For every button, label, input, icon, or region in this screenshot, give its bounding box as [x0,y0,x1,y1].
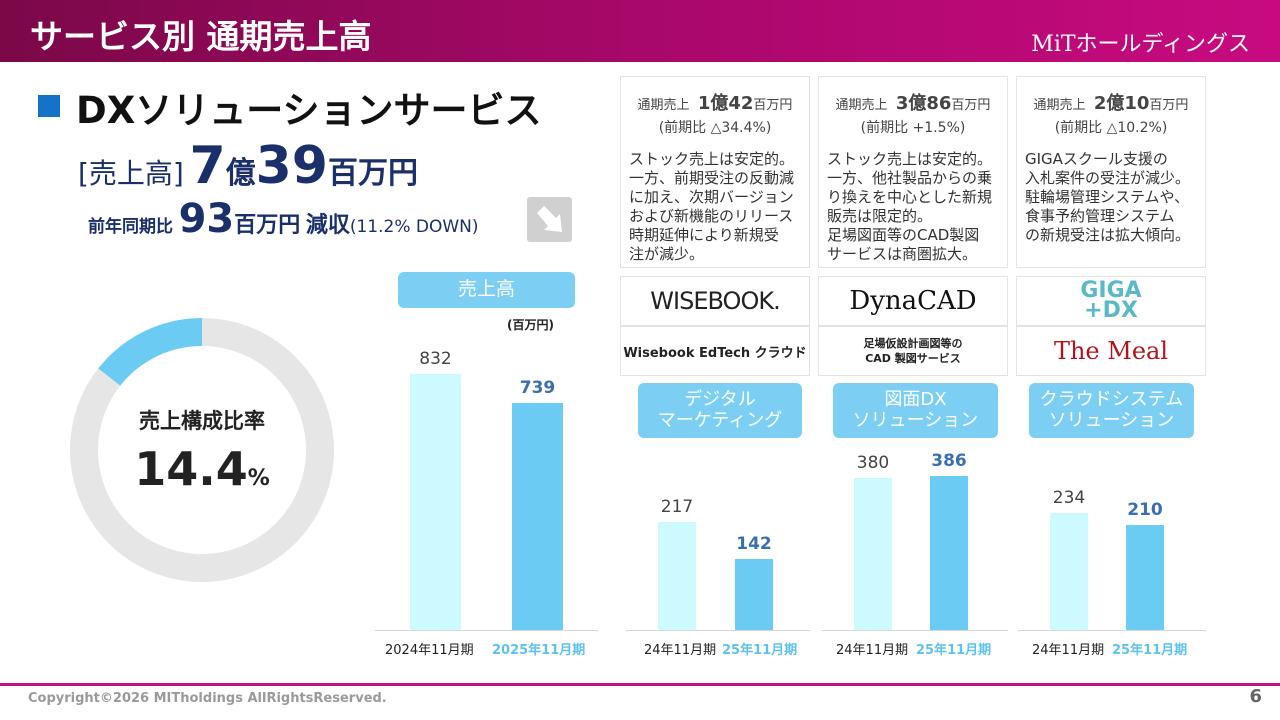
card-body: ストック売上は安定的。 一方、前期受注の反動減 に加え、次期バージョン および新… [629,150,795,263]
card-head-man: 86 [926,93,952,114]
chart-title-sales: 売上高 [398,272,575,308]
yoy-value: 93 [178,196,235,242]
x-axis [1018,630,1206,631]
card-heading: 通期売上 3億86百万円 (前期比 +1.5%) [819,93,1007,140]
card-heading: 通期売上 1億42百万円 (前期比 △34.4%) [621,93,809,140]
value-label: 142 [736,534,772,554]
composition-donut-chart [70,318,334,582]
card-head-yoy: (前期比 △10.2%) [1054,120,1168,136]
donut-label: 売上構成比率 [139,409,265,433]
arrow-down-right-icon [527,197,572,242]
header-bar [0,0,1280,62]
value-label: 832 [419,348,452,369]
card-head-man: 42 [728,93,754,114]
sales-unit: 百万円 [328,156,418,191]
company-logo: MiTホールディングス [1031,32,1250,57]
x-tick-label: 25年11月期 [722,643,798,658]
bar [410,373,461,630]
donut-slice [98,318,202,386]
card-head-oku: 1億 [697,93,729,114]
sales-label: [売上高] [78,157,184,190]
yoy-unit: 百万円 [234,213,301,238]
card-head-label: 通期売上 [637,98,690,113]
card-head-unit: 百万円 [1149,98,1189,113]
oku-unit: 億 [225,156,256,191]
card-head-label: 通期売上 [1033,98,1086,113]
product-name: The Meal [1016,326,1206,376]
footer-line [0,683,1280,686]
product-name: 足場仮設計画図等の CAD 製図サービス [818,326,1008,376]
section-title: DXソリューションサービス [76,89,542,132]
sales-oku: 7 [189,136,226,196]
product-logo: WISEBOOK. [620,276,810,326]
sales-total: [売上高] 7億39百万円 [78,136,418,196]
x-axis [375,630,598,631]
chart-title: クラウドシステム ソリューション [1029,383,1194,438]
value-label: 380 [856,453,890,473]
bar [930,475,968,630]
x-tick-label: 24年11月期 [1032,643,1105,658]
card-head-unit: 百万円 [753,98,793,113]
sales-man: 39 [255,136,328,196]
value-label: 386 [931,450,967,471]
x-tick-label: 25年11月期 [1112,643,1188,658]
card-head-yoy: (前期比 +1.5%) [860,120,966,136]
value-label: 210 [1127,500,1163,520]
donut-value: 14.4% [102,442,302,496]
summary-card: 通期売上 1億42百万円 (前期比 △34.4%) ストック売上は安定的。 一方、… [620,76,810,268]
yoy-percent: (11.2% DOWN) [349,217,479,237]
yoy-change: 前年同期比 93百万円 減収(11.2% DOWN) [88,196,479,242]
product-logo-text: WISEBOOK. [650,287,780,315]
value-label: 234 [1052,488,1086,508]
x-axis [822,630,1008,631]
x-tick-label: 24年11月期 [836,643,909,658]
product-logo-text: GIGA +DX [1080,278,1142,323]
card-head-oku: 3億 [895,93,927,114]
bar [512,402,563,630]
x-tick-label: 2025年11月期 [492,643,586,658]
product-name-text: 足場仮設計画図等の CAD 製図サービス [863,337,963,365]
yoy-label: 前年同期比 [88,217,173,237]
product-name: Wisebook EdTech クラウド [620,326,810,376]
bar [658,521,696,630]
summary-card: 通期売上 3億86百万円 (前期比 +1.5%) ストック売上は安定的。 一方、他… [818,76,1008,268]
donut-value-unit: % [247,466,270,491]
product-logo: GIGA +DX [1016,276,1206,326]
page-title: サービス別 通期売上高 [30,17,372,56]
product-logo-text: DynaCAD [849,286,977,316]
value-label: 739 [519,377,556,398]
card-body: GIGAスクール支援の 入札案件の受注が減少。 駐輪場管理システムや、 食事予約… [1025,150,1191,244]
card-head-unit: 百万円 [951,98,991,113]
x-axis [626,630,810,631]
card-head-label: 通期売上 [835,98,888,113]
bullet-square-icon [38,95,60,117]
bar [854,478,892,630]
card-head-oku: 2億 [1093,93,1125,114]
summary-card: 通期売上 2億10百万円 (前期比 △10.2%) GIGAスクール支援の 入札案… [1016,76,1206,268]
value-label: 217 [660,496,694,517]
bar [735,559,773,630]
card-head-yoy: (前期比 △34.4%) [658,120,772,136]
x-tick-label: 24年11月期 [644,643,717,658]
product-logo: DynaCAD [818,276,1008,326]
product-name-text: The Meal [1053,337,1169,365]
donut-value-number: 14.4 [134,442,248,496]
x-tick-label: 2024年11月期 [385,643,474,658]
chart-title: 図面DX ソリューション [833,383,998,438]
page-number: 6 [1249,686,1262,707]
card-head-man: 10 [1124,93,1150,114]
chart-unit: (百万円) [507,318,554,332]
x-tick-label: 25年11月期 [916,643,992,658]
card-heading: 通期売上 2億10百万円 (前期比 △10.2%) [1017,93,1205,140]
product-name-text: Wisebook EdTech クラウド [623,345,807,361]
bar [1050,513,1088,630]
copyright: Copyright©2026 MITholdings AllRightsRese… [28,691,387,706]
bar [1126,525,1164,630]
chart-title: デジタル マーケティング [638,383,802,438]
card-body: ストック売上は安定的。 一方、他社製品からの乗 り換えを中心とした新規 販売は限… [827,150,993,263]
yoy-direction: 減収 [305,213,350,238]
